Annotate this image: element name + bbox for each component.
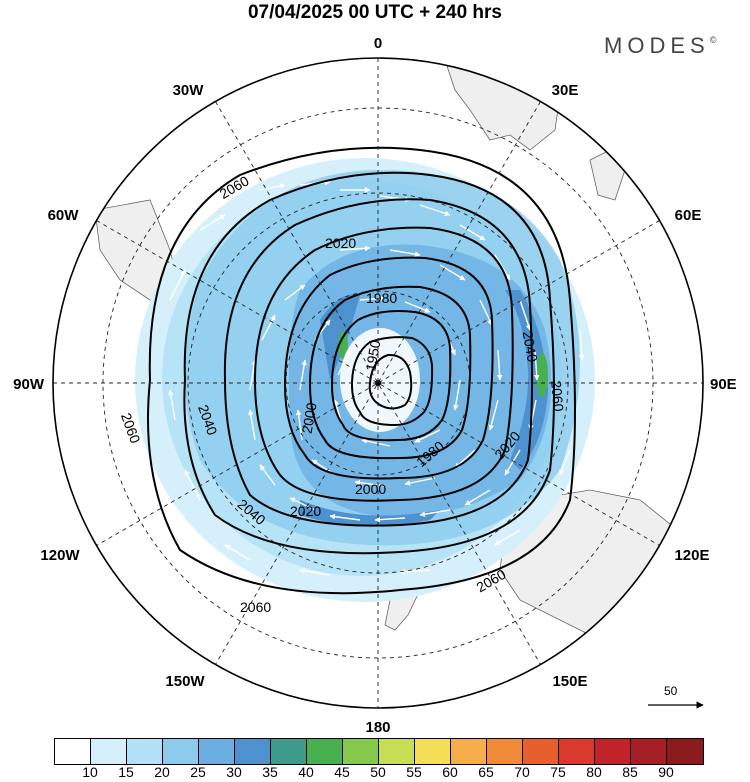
contour-label: 2000 (355, 481, 386, 497)
colorbar-cell (595, 739, 631, 764)
lon-label-30e: 30E (552, 82, 579, 99)
wind-scale-label: 50 (664, 684, 678, 698)
colorbar-cell (451, 739, 487, 764)
colorbar-label: 30 (226, 764, 242, 780)
colorbar-label: 25 (190, 764, 206, 780)
colorbar-cell (235, 739, 271, 764)
colorbar-cell (487, 739, 523, 764)
lon-label-0: 0 (374, 35, 382, 52)
colorbar-label: 85 (622, 764, 638, 780)
contour-label: 2060 (240, 599, 271, 615)
colorbar-cell (667, 739, 703, 764)
lon-label-60e: 60E (675, 207, 702, 224)
colorbar-cell (559, 739, 595, 764)
map-title: 07/04/2025 00 UTC + 240 hrs (247, 2, 503, 23)
map-content: 2060 2020 1980 1950 2040 2060 2000 2040 … (53, 58, 703, 708)
contour-label: 2000 (299, 401, 320, 435)
lon-label-120w: 120W (40, 547, 80, 564)
map-boundary (52, 57, 704, 709)
colorbar-label: 60 (442, 764, 458, 780)
colorbar-cell (199, 739, 235, 764)
contour-label: 2020 (325, 235, 356, 251)
colorbar-label: 55 (406, 764, 422, 780)
colorbar-cell (307, 739, 343, 764)
contour-label: 2060 (548, 380, 567, 413)
colorbar-label: 50 (370, 764, 386, 780)
longitude-labels: 0 30E 60E 90E 120E 150E 180 150W 120W 90… (13, 35, 737, 736)
colorbar-cell (415, 739, 451, 764)
colorbar-cell (271, 739, 307, 764)
contour-label: 2040 (520, 330, 541, 364)
colorbar-cell (631, 739, 667, 764)
brand-name: MODES (604, 33, 710, 58)
colorbar-label: 40 (298, 764, 314, 780)
colorbar-cell (379, 739, 415, 764)
colorbar-cell (91, 739, 127, 764)
lon-label-150e: 150E (552, 673, 587, 690)
lon-label-30w: 30W (173, 82, 205, 99)
colorbar-label: 70 (514, 764, 530, 780)
lon-label-60w: 60W (48, 207, 80, 224)
land-madagascar (589, 149, 626, 201)
colorbar-label: 65 (478, 764, 494, 780)
colorbar-label: 90 (658, 764, 674, 780)
colorbar-cell (55, 739, 91, 764)
pole-marker (375, 380, 381, 386)
colorbar-label: 15 (118, 764, 134, 780)
colorbar-label: 80 (586, 764, 602, 780)
brand-logo: MODES© (604, 33, 716, 59)
colorbar-label: 35 (262, 764, 278, 780)
colorbar-cell (343, 739, 379, 764)
height-contours (147, 146, 576, 595)
graticule (53, 58, 703, 708)
colorbar-label: 75 (550, 764, 566, 780)
contour-label: 1980 (366, 290, 397, 306)
lon-label-120e: 120E (674, 547, 709, 564)
lon-label-150w: 150W (165, 673, 205, 690)
colorbar-label: 10 (82, 764, 98, 780)
lon-label-180: 180 (365, 719, 390, 736)
colorbar-label: 45 (334, 764, 350, 780)
contour-label: 2020 (290, 503, 321, 519)
colorbar-cell (523, 739, 559, 764)
colorbar-label: 20 (154, 764, 170, 780)
land-africa (444, 58, 561, 151)
colorbar (54, 738, 704, 765)
lon-label-90e: 90E (710, 376, 737, 393)
colorbar-labels: 10 15 20 25 30 35 40 45 50 55 60 65 70 75 80 85 90 (0, 764, 750, 782)
colorbar-cell (127, 739, 163, 764)
brand-mark: © (709, 34, 717, 45)
wind-vectors (168, 179, 585, 576)
lon-label-90w: 90W (13, 376, 45, 393)
colorbar-cell (163, 739, 199, 764)
